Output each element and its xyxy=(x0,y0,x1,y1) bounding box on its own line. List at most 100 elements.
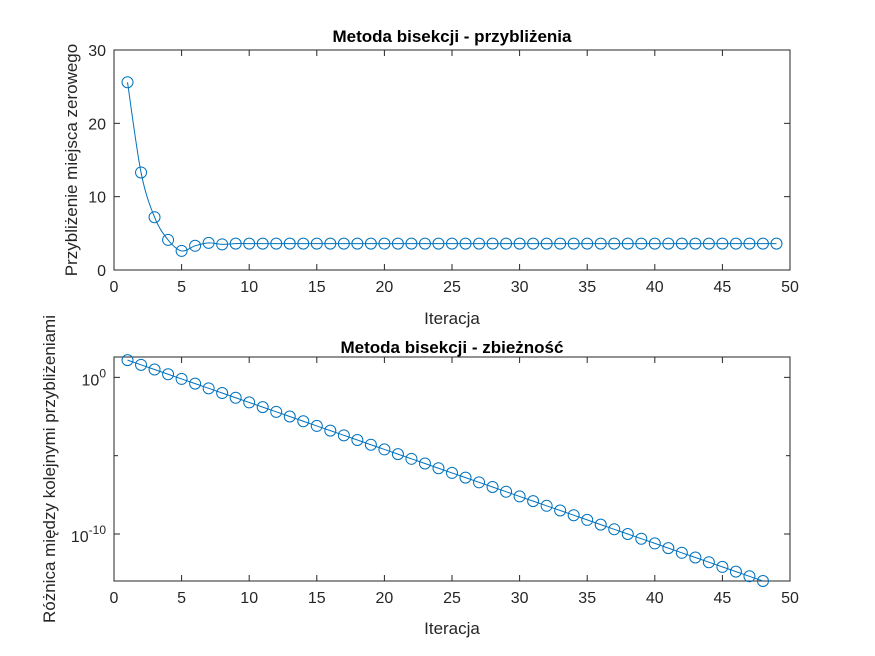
plot-approximations-series xyxy=(121,76,783,257)
plot-convergence-point xyxy=(743,570,756,583)
plot-approximations-point xyxy=(216,238,229,251)
plot-approximations-point xyxy=(391,237,404,250)
plot-approximations-point xyxy=(729,237,742,250)
plot-approximations-point xyxy=(500,237,513,250)
plot-approximations-point xyxy=(283,237,296,250)
plot-convergence-ytick-exp: -10 xyxy=(89,523,107,537)
plot-approximations-point xyxy=(554,237,567,250)
plot-convergence-point xyxy=(324,424,337,437)
plot-approximations-xlabel: Iteracja xyxy=(424,309,480,328)
plot-approximations-point xyxy=(175,244,188,257)
plot-approximations-point xyxy=(513,237,526,250)
plot-approximations-point xyxy=(527,237,540,250)
plot-convergence-point xyxy=(432,462,445,475)
plot-convergence-xtick-label: 30 xyxy=(511,590,529,607)
plot-approximations-xtick-label: 20 xyxy=(376,279,394,296)
plot-approximations-point xyxy=(202,236,215,249)
plot-convergence-ylabel: Różnica między kolejnymi przybliżeniami xyxy=(40,315,59,623)
plot-convergence-point xyxy=(364,438,377,451)
plot-approximations-xtick-label: 35 xyxy=(578,279,596,296)
plot-convergence-xtick-label: 20 xyxy=(376,590,394,607)
plot-convergence-point xyxy=(473,476,486,489)
plot-approximations-ytick-label: 0 xyxy=(97,263,106,280)
plot-approximations-point xyxy=(121,76,134,89)
plot-approximations-ytick-label: 20 xyxy=(88,116,106,133)
plot-convergence-xtick-label: 15 xyxy=(308,590,326,607)
plot-approximations-point xyxy=(608,237,621,250)
plot-approximations-point xyxy=(594,237,607,250)
plot-approximations-ylabel: Przybliżenie miejsca zerowego xyxy=(62,44,81,276)
plot-convergence-point xyxy=(378,443,391,456)
plot-approximations-point xyxy=(189,239,202,252)
plot-approximations-point xyxy=(473,237,486,250)
plot-convergence-xtick-label: 50 xyxy=(781,590,799,607)
plot-convergence-point xyxy=(756,575,769,587)
plot-convergence-point xyxy=(270,405,283,418)
plot-approximations-ticks: 0 5 10 15 20 25 30 35 40 45 50 0 10 20 30 xyxy=(88,43,799,296)
plot-approximations-xtick-label: 50 xyxy=(781,279,799,296)
plot-convergence-point xyxy=(229,391,242,404)
plot-convergence-point xyxy=(405,452,418,465)
plot-convergence-point xyxy=(202,382,215,395)
plot-approximations-axes xyxy=(113,49,791,271)
plot-approximations-point xyxy=(378,237,391,250)
plot-convergence-xtick-label: 5 xyxy=(177,590,186,607)
plot-convergence-point xyxy=(351,434,364,447)
plot-convergence-point xyxy=(702,556,715,569)
plot-approximations-point xyxy=(256,237,269,250)
plot-convergence-xtick-label: 25 xyxy=(443,590,461,607)
plot-convergence-point xyxy=(486,481,499,494)
plot-approximations-point xyxy=(418,237,431,250)
plot-convergence-point xyxy=(581,513,594,526)
plot-approximations-point xyxy=(635,237,648,250)
plot-convergence-point xyxy=(162,368,175,381)
plot-approximations-xtick-label: 5 xyxy=(177,279,186,296)
plot-convergence-point xyxy=(175,372,188,385)
plot-convergence-point xyxy=(567,509,580,522)
plot-approximations-point xyxy=(324,237,337,250)
plot-approximations-xtick-label: 10 xyxy=(240,279,258,296)
plot-convergence-point xyxy=(648,537,661,550)
plot-convergence-point xyxy=(391,448,404,461)
plot-convergence-line xyxy=(127,359,764,582)
plot-approximations-point xyxy=(229,237,242,250)
plot-approximations-point xyxy=(337,237,350,250)
plot-convergence-point xyxy=(121,354,134,367)
plot-approximations-point xyxy=(540,237,553,250)
plot-convergence-point xyxy=(621,528,634,541)
plot-approximations-point xyxy=(405,237,418,250)
plot-approximations-point xyxy=(756,237,769,250)
plot-convergence-xtick-label: 10 xyxy=(240,590,258,607)
plot-approximations-xtick-label: 0 xyxy=(110,279,119,296)
plot-approximations: Metoda bisekcji - przybliżenia Iteracja … xyxy=(62,27,799,328)
plot-approximations-point xyxy=(432,237,445,250)
plot-convergence-xtick-label: 35 xyxy=(578,590,596,607)
plot-convergence-xtick-label: 40 xyxy=(646,590,664,607)
plot-convergence-xtick-label: 45 xyxy=(714,590,732,607)
plot-approximations-point xyxy=(297,237,310,250)
plot-convergence-point xyxy=(337,429,350,442)
plot-approximations-point xyxy=(270,237,283,250)
plot-approximations-title: Metoda bisekcji - przybliżenia xyxy=(332,27,572,46)
plot-approximations-xtick-label: 45 xyxy=(714,279,732,296)
plot-convergence-ytick-label: 10-10 xyxy=(71,523,106,546)
plot-convergence-ytick-base: 10 xyxy=(82,372,100,389)
plot-approximations-point xyxy=(743,237,756,250)
plot-approximations-point xyxy=(486,237,499,250)
plot-approximations-point xyxy=(702,237,715,250)
plot-approximations-xtick-label: 30 xyxy=(511,279,529,296)
plot-convergence-xlabel: Iteracja xyxy=(424,619,480,638)
plot-convergence-point xyxy=(135,358,148,371)
plot-approximations-line xyxy=(127,82,777,252)
plot-approximations-point xyxy=(243,237,256,250)
plot-approximations-point xyxy=(581,237,594,250)
plot-approximations-xtick-label: 40 xyxy=(646,279,664,296)
plot-convergence-point xyxy=(500,485,513,498)
plot-convergence-point xyxy=(297,415,310,428)
plot-convergence-point xyxy=(662,542,675,555)
plot-convergence-point xyxy=(729,565,742,578)
plot-convergence-point xyxy=(243,396,256,409)
plot-convergence-point xyxy=(459,471,472,484)
